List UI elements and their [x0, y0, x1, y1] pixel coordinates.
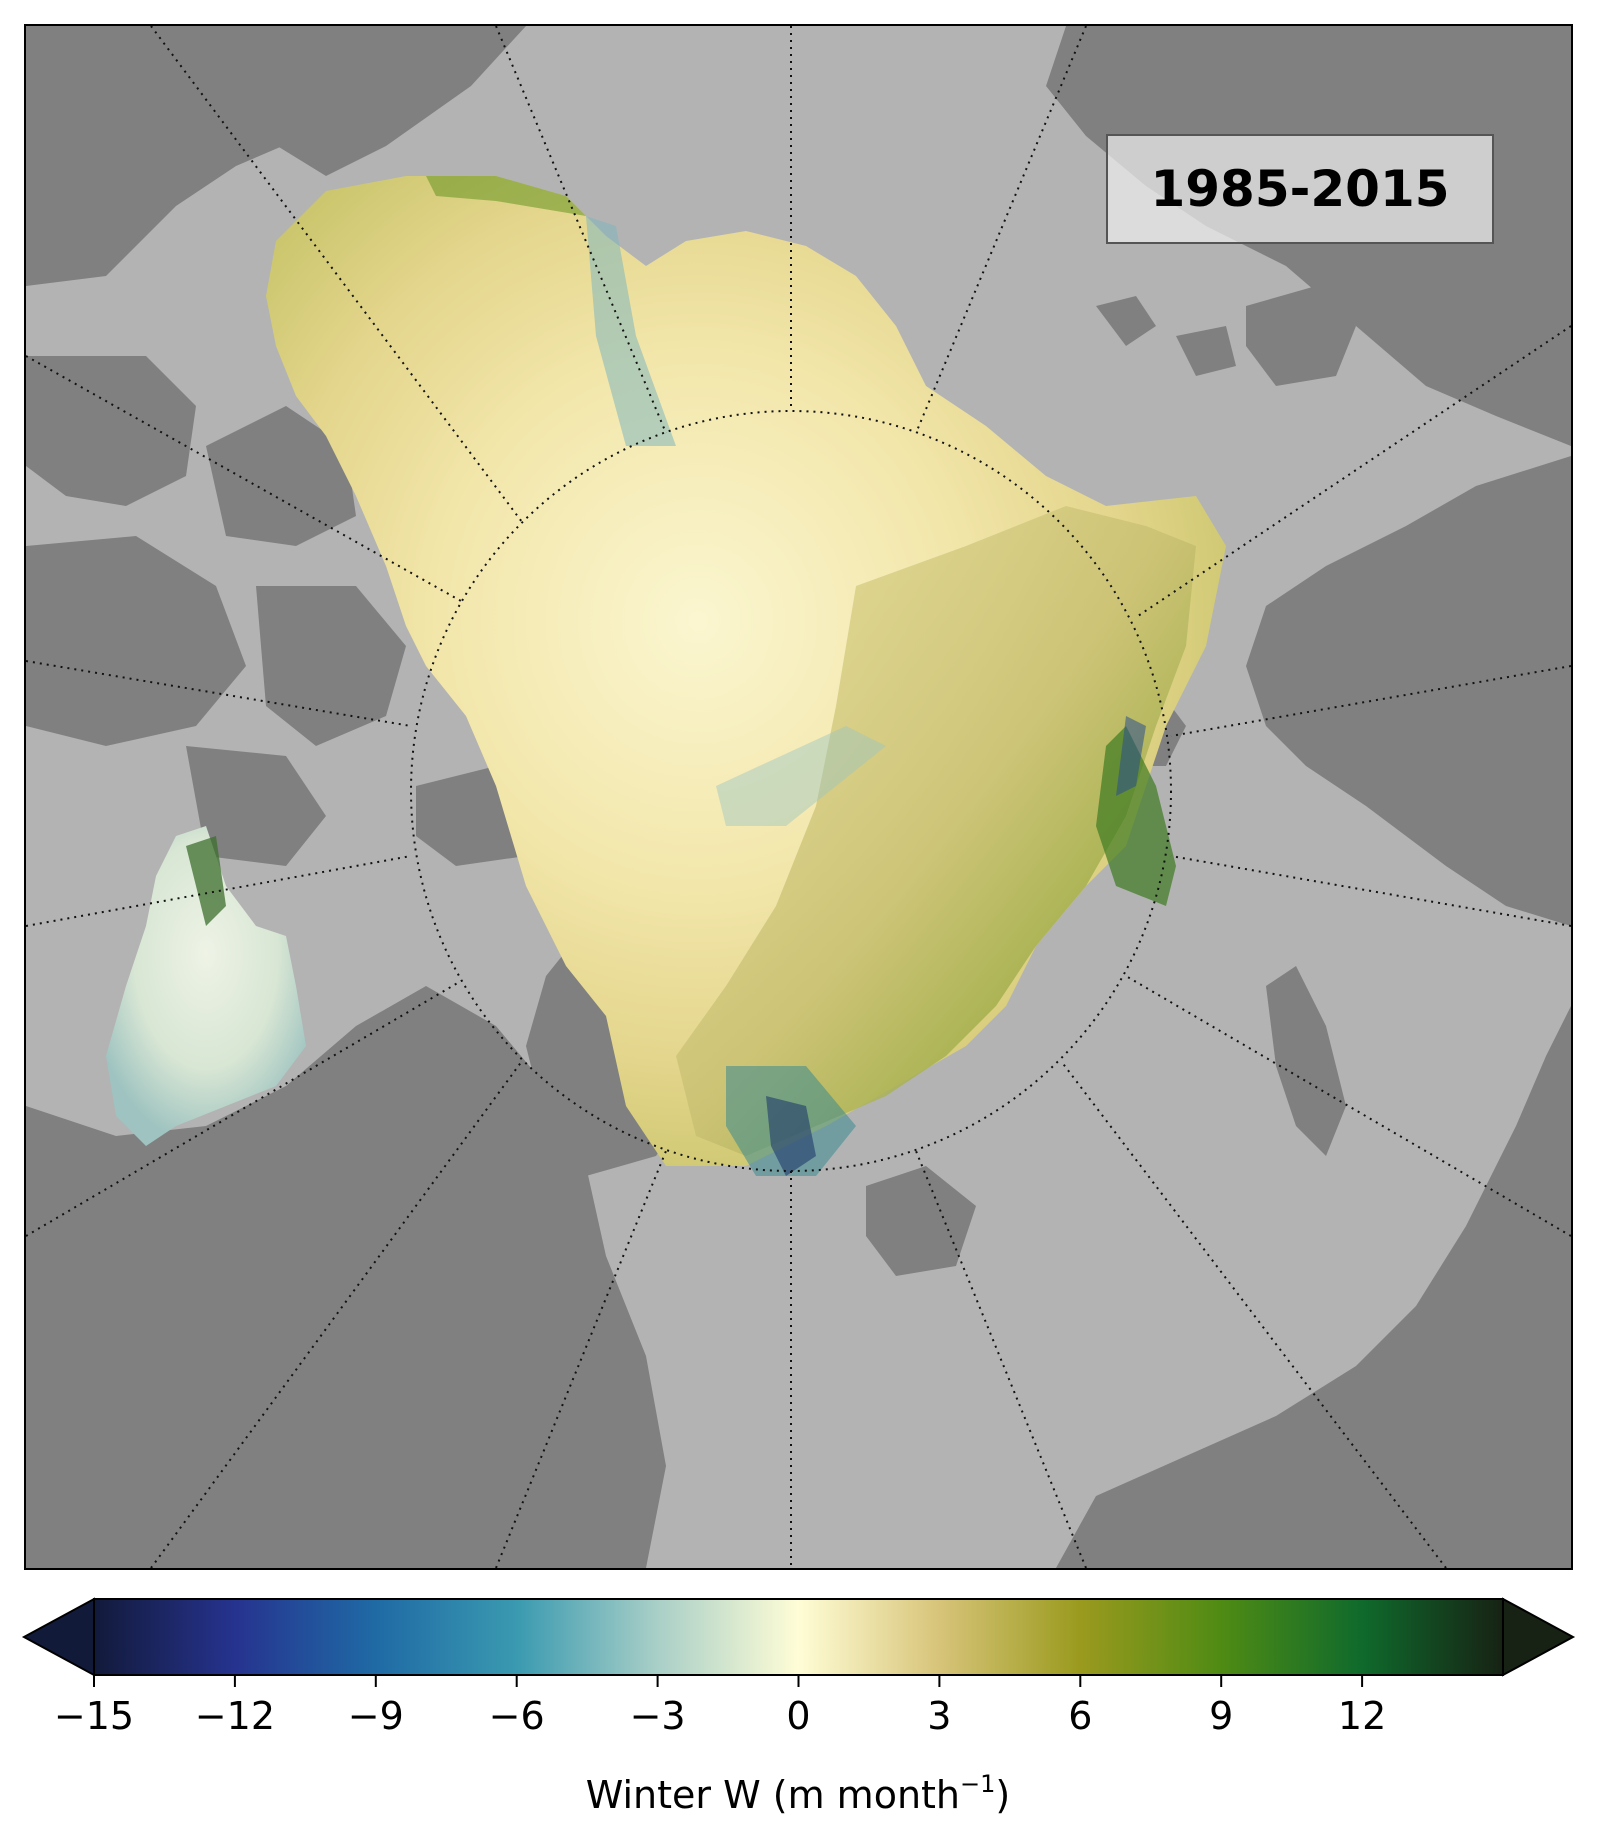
hudson-bay-field	[106, 826, 306, 1146]
land-right-lobe	[1316, 586, 1446, 706]
colorbar-gradient	[93, 1598, 1504, 1676]
colorbar-tick-label: 6	[1068, 1694, 1092, 1738]
meridian-f	[1170, 665, 1571, 737]
period-label: 1985-2015	[1150, 160, 1450, 218]
meridian-h	[1170, 855, 1571, 927]
colorbar-extend-min	[21, 1597, 95, 1677]
graticule	[26, 26, 1571, 1568]
land-svalbard	[866, 1166, 976, 1276]
colorbar-tick-label: 9	[1209, 1694, 1233, 1738]
land-novaya-zemlya	[1266, 966, 1346, 1156]
meridian-j	[1125, 975, 1571, 1237]
map-panel: 1985-2015	[24, 24, 1573, 1570]
meridian-k	[26, 980, 462, 1237]
atlantic-sector-field	[676, 506, 1196, 1156]
land-small-1	[1096, 296, 1156, 346]
beaufort-blue-streak	[586, 216, 676, 446]
hudson-strait-green	[186, 836, 226, 926]
colorbar-tick-label: 3	[927, 1694, 951, 1738]
colorbar-tick-label: 0	[786, 1694, 810, 1738]
land-bottom-left	[26, 986, 666, 1568]
colorbar-tick-label: −15	[54, 1694, 134, 1738]
land-left-archipelago-5	[186, 746, 326, 866]
meridian-d	[1137, 325, 1571, 617]
colorbar-tick-label: −6	[489, 1694, 545, 1738]
arctic-map	[26, 26, 1571, 1568]
colorbar-tick-label: 12	[1338, 1694, 1386, 1738]
colorbar-tick-label: −9	[348, 1694, 404, 1738]
bottom-tip-dark	[766, 1096, 816, 1176]
colorbar-label-exponent: −1	[960, 1770, 995, 1798]
land-bottom-right	[1056, 1006, 1571, 1568]
colorbar-label-suffix: )	[995, 1773, 1010, 1817]
land-left-archipelago-1	[26, 356, 196, 506]
ice-velocity-field	[106, 176, 1226, 1176]
colorbar-extend-max	[1502, 1597, 1576, 1677]
land-left-archipelago-2	[206, 406, 356, 546]
colorbar-tick-label: −12	[195, 1694, 275, 1738]
east-coast-band	[1096, 726, 1176, 906]
meridian-n	[915, 1150, 1087, 1568]
meridian-c	[150, 26, 523, 523]
colorbar-tick-label: −3	[630, 1694, 686, 1738]
barents-blue-band	[1116, 716, 1146, 796]
colorbar: −15 −12 −9 −6 −3 0 3 6 9 12 Winter W (m month−1)	[21, 1597, 1576, 1817]
meridian-o	[495, 1150, 667, 1568]
meridian-l	[1060, 1060, 1447, 1568]
land-top-left	[26, 26, 366, 286]
colorbar-label-prefix: Winter W (m month	[586, 1773, 960, 1817]
colorbar-ticks: −15 −12 −9 −6 −3 0 3 6 9 12	[54, 1675, 1386, 1738]
land-left-archipelago-3	[26, 536, 246, 746]
center-blue-streak	[716, 726, 886, 826]
period-label-box: 1985-2015	[1106, 134, 1494, 244]
colorbar-label: Winter W (m month−1)	[586, 1770, 1011, 1817]
top-edge-green	[426, 176, 586, 216]
land-taimyr	[1246, 286, 1356, 386]
land-left-archipelago-4	[256, 586, 406, 746]
land-small-2	[1176, 326, 1236, 376]
